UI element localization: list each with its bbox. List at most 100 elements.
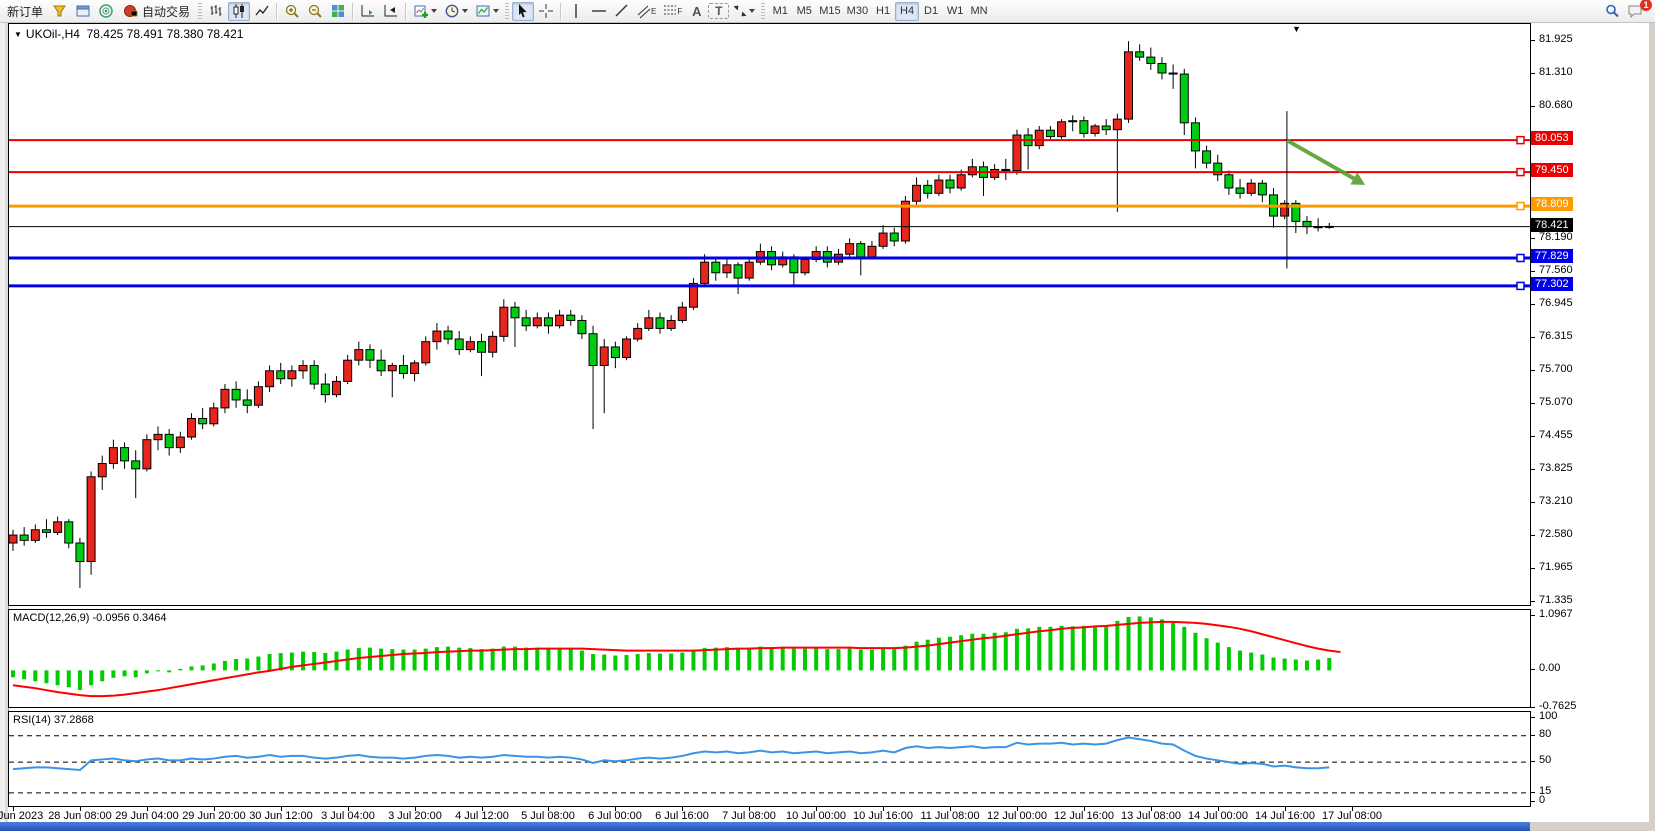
rsi-tick [1530, 792, 1535, 793]
crosshair-tool[interactable] [535, 2, 557, 21]
date-tick [80, 807, 81, 811]
timeframe-m30[interactable]: M30 [846, 5, 869, 17]
annotations-group [1285, 111, 1366, 269]
timeframe-m5[interactable]: M5 [796, 5, 812, 17]
timeframe-w1[interactable]: W1 [946, 5, 964, 17]
chart-end-marker-icon[interactable]: ▼ [1292, 24, 1301, 34]
macd-signal-line [12, 620, 1341, 698]
date-tick [1352, 807, 1353, 811]
date-tick [482, 807, 483, 811]
signal-broadcast-icon[interactable] [95, 2, 117, 21]
arrows-tool[interactable] [730, 2, 758, 21]
level-lines-group [9, 135, 1530, 291]
price-level-badge: 77.829 [1531, 249, 1573, 263]
periods-clock-button[interactable] [441, 2, 471, 21]
date-label: 13 Jul 08:00 [1121, 810, 1181, 822]
trend-arrow [1285, 138, 1355, 181]
zoom-in-icon[interactable] [281, 2, 303, 21]
macd-histogram-group [11, 616, 1332, 691]
date-label: 14 Jul 00:00 [1188, 810, 1248, 822]
price-label: 81.925 [1539, 33, 1573, 45]
timeframe-m15[interactable]: M15 [819, 5, 841, 17]
macd-indicator-panel[interactable] [8, 609, 1531, 708]
macd-label: MACD(12,26,9) -0.0956 0.3464 [13, 612, 167, 624]
date-tick [1017, 807, 1018, 811]
chart-title: ▼ UKOil-,H4 78.425 78.491 78.380 78.421 [14, 27, 243, 41]
timeframe-h1[interactable]: H1 [876, 5, 891, 17]
macd-axis[interactable]: 1.0967 0.00 -0.7625 [1530, 608, 1649, 712]
rsi-indicator-panel[interactable] [8, 711, 1531, 807]
date-tick [816, 807, 817, 811]
new-order-button[interactable]: 新订单 [7, 4, 44, 19]
auto-scroll-icon[interactable] [357, 2, 379, 21]
price-chart-panel[interactable] [8, 23, 1531, 606]
auto-trading-button[interactable]: 自动交易 [118, 2, 195, 21]
macd-tick [1530, 615, 1535, 616]
macd-tick [1530, 707, 1535, 708]
bar-chart-type-icon[interactable] [205, 2, 227, 21]
date-tick [548, 807, 549, 811]
date-label: 7 Jul 08:00 [722, 810, 776, 822]
price-tick [1530, 40, 1535, 41]
notification-badge: 1 [1640, 0, 1652, 11]
market-watch-window-icon[interactable] [72, 2, 94, 21]
arrows-dropdown-caret[interactable] [749, 9, 756, 13]
price-label: 75.070 [1539, 396, 1573, 408]
templates-dropdown-caret[interactable] [493, 9, 500, 13]
timeframe-h4[interactable]: H4 [895, 1, 920, 21]
templates-button[interactable] [472, 2, 502, 21]
price-axis[interactable]: 81.925 81.310 80.680 78.190 77.560 76.945 76.3… [1530, 23, 1649, 606]
date-tick [1151, 807, 1152, 811]
timeframe-mn[interactable]: MN [970, 5, 988, 17]
macd-chart[interactable] [9, 610, 1530, 707]
equidistant-channel-tool[interactable]: E [634, 2, 659, 21]
rsi-axis[interactable]: 100 80 50 15 0 [1530, 710, 1649, 807]
date-label: 27 Jun 2023 [0, 810, 44, 822]
candlestick-chart-type-icon[interactable] [228, 1, 251, 21]
rsi-label: 15 [1539, 785, 1552, 797]
date-label: 12 Jul 16:00 [1054, 810, 1114, 822]
horizontal-line-tool[interactable] [588, 2, 610, 21]
date-label: 3 Jul 20:00 [388, 810, 442, 822]
candlestick-chart[interactable] [9, 24, 1530, 605]
price-level-badge: 80.053 [1531, 131, 1573, 145]
tile-windows-icon[interactable] [327, 2, 349, 21]
one-click-dropdown-icon[interactable]: ▼ [14, 30, 22, 39]
search-icon[interactable] [1601, 2, 1623, 21]
chart-shift-icon[interactable] [380, 2, 402, 21]
fibonacci-tool[interactable]: F [664, 5, 683, 16]
price-tick [1530, 304, 1535, 305]
date-tick [1084, 807, 1085, 811]
price-label: 71.965 [1539, 561, 1573, 573]
vertical-line-tool[interactable] [565, 2, 587, 21]
price-tick [1530, 403, 1535, 404]
zoom-out-icon[interactable] [304, 2, 326, 21]
new-chart-button[interactable] [410, 2, 440, 21]
macd-label: 1.0967 [1539, 608, 1573, 620]
line-chart-type-icon[interactable] [251, 2, 273, 21]
timeframe-d1[interactable]: D1 [924, 5, 939, 17]
price-label: 71.335 [1539, 594, 1573, 606]
notifications-button[interactable]: 1 [1624, 0, 1652, 21]
rsi-label: 100 [1539, 710, 1558, 722]
date-label: 3 Jul 04:00 [321, 810, 375, 822]
text-label-tool[interactable]: T [708, 3, 730, 19]
price-tick [1530, 535, 1535, 536]
new-chart-dropdown-caret[interactable] [431, 9, 438, 13]
date-label: 6 Jul 16:00 [655, 810, 709, 822]
price-tick [1530, 271, 1535, 272]
macd-tick [1530, 669, 1535, 670]
cursor-tool[interactable] [512, 1, 535, 21]
price-label: 74.455 [1539, 429, 1573, 441]
order-tag-icon[interactable] [49, 2, 71, 21]
rsi-tick [1530, 801, 1535, 802]
rsi-chart[interactable] [9, 712, 1530, 806]
date-label: 28 Jun 08:00 [48, 810, 112, 822]
periods-dropdown-caret[interactable] [462, 9, 469, 13]
timeframe-m1[interactable]: M1 [772, 5, 788, 17]
trendline-tool[interactable] [611, 2, 633, 21]
price-label: 72.580 [1539, 528, 1573, 540]
date-label: 17 Jul 08:00 [1322, 810, 1382, 822]
text-tool[interactable]: A [692, 3, 702, 19]
